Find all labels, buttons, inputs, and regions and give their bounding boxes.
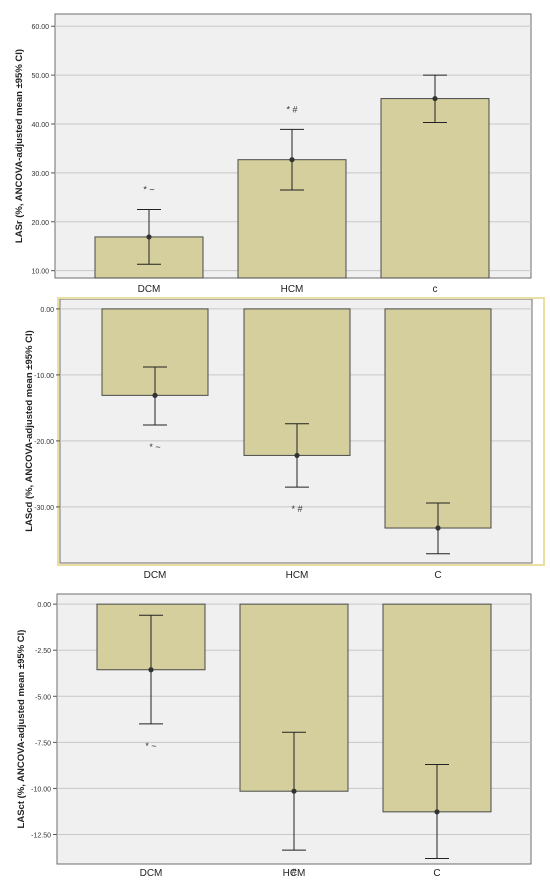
y-tick-label: -7.50: [35, 740, 51, 747]
mean-marker: [152, 392, 158, 398]
y-tick-label: 0.00: [37, 602, 51, 609]
y-tick-label: 30.00: [31, 171, 49, 178]
x-tick-label: HCM: [286, 570, 309, 581]
panel-border: [57, 297, 545, 566]
y-tick-label: 50.00: [31, 73, 49, 80]
x-tick-label: HCM: [281, 284, 304, 295]
x-tick-label: HCM: [283, 868, 306, 879]
chart-panel-1: 10.00 20.00 30.00 40.00 50.00 60.00 * ~ DCM * # H…: [14, 13, 532, 295]
x-tick-label: DCM: [138, 284, 161, 295]
x-tick-label: C: [433, 868, 440, 879]
y-tick-label: 60.00: [31, 24, 49, 31]
significance-annotation: * ~: [145, 741, 156, 751]
significance-annotation: * #: [286, 104, 297, 114]
mean-marker: [289, 157, 295, 163]
mean-marker: [148, 667, 154, 673]
mean-marker: [434, 809, 440, 815]
mean-marker: [291, 788, 297, 794]
significance-annotation: * ~: [149, 442, 160, 452]
chart-panel-2: 0.00 -10.00 -20.00 -30.00 * ~ DCM * # HCM C LAScd…: [24, 297, 545, 581]
y-tick-label: -30.00: [34, 505, 54, 512]
significance-annotation: * ~: [143, 185, 154, 195]
x-tick-label: C: [434, 570, 441, 581]
x-tick-label: c: [433, 284, 438, 295]
mean-marker: [432, 95, 438, 102]
y-tick-label: 20.00: [31, 220, 49, 227]
mean-marker: [435, 525, 441, 531]
y-tick-label: -10.00: [31, 786, 51, 793]
y-tick-label: 10.00: [31, 269, 49, 276]
chart-panel-3: 0.00 -2.50 -5.00 -7.50 -10.00 -12.50 * ~ DCM #HC…: [16, 593, 532, 879]
y-tick-label: 0.00: [40, 307, 54, 314]
bar-c: [384, 308, 492, 529]
significance-annotation: #: [291, 867, 296, 877]
y-tick-label: -5.00: [35, 694, 51, 701]
y-tick-label: -12.50: [31, 833, 51, 840]
mean-marker: [294, 452, 300, 459]
x-tick-label: DCM: [144, 570, 167, 581]
y-tick-label: -2.50: [35, 648, 51, 655]
y-tick-label: -10.00: [34, 373, 54, 380]
y-axis-label: LASr (%, ANCOVA-adjusted mean ±95% CI): [14, 49, 25, 243]
significance-annotation: * #: [291, 504, 302, 514]
x-tick-label: DCM: [140, 868, 163, 879]
y-axis-label: LAScd (%, ANCOVA-adjusted mean ±95% CI): [24, 330, 35, 532]
y-tick-label: 40.00: [31, 122, 49, 129]
y-tick-label: -20.00: [34, 439, 54, 446]
mean-marker: [146, 234, 152, 240]
bar-c: [380, 98, 490, 279]
y-axis-label: LASct (%, ANCOVA-adjusted mean ±95% CI): [16, 630, 27, 829]
